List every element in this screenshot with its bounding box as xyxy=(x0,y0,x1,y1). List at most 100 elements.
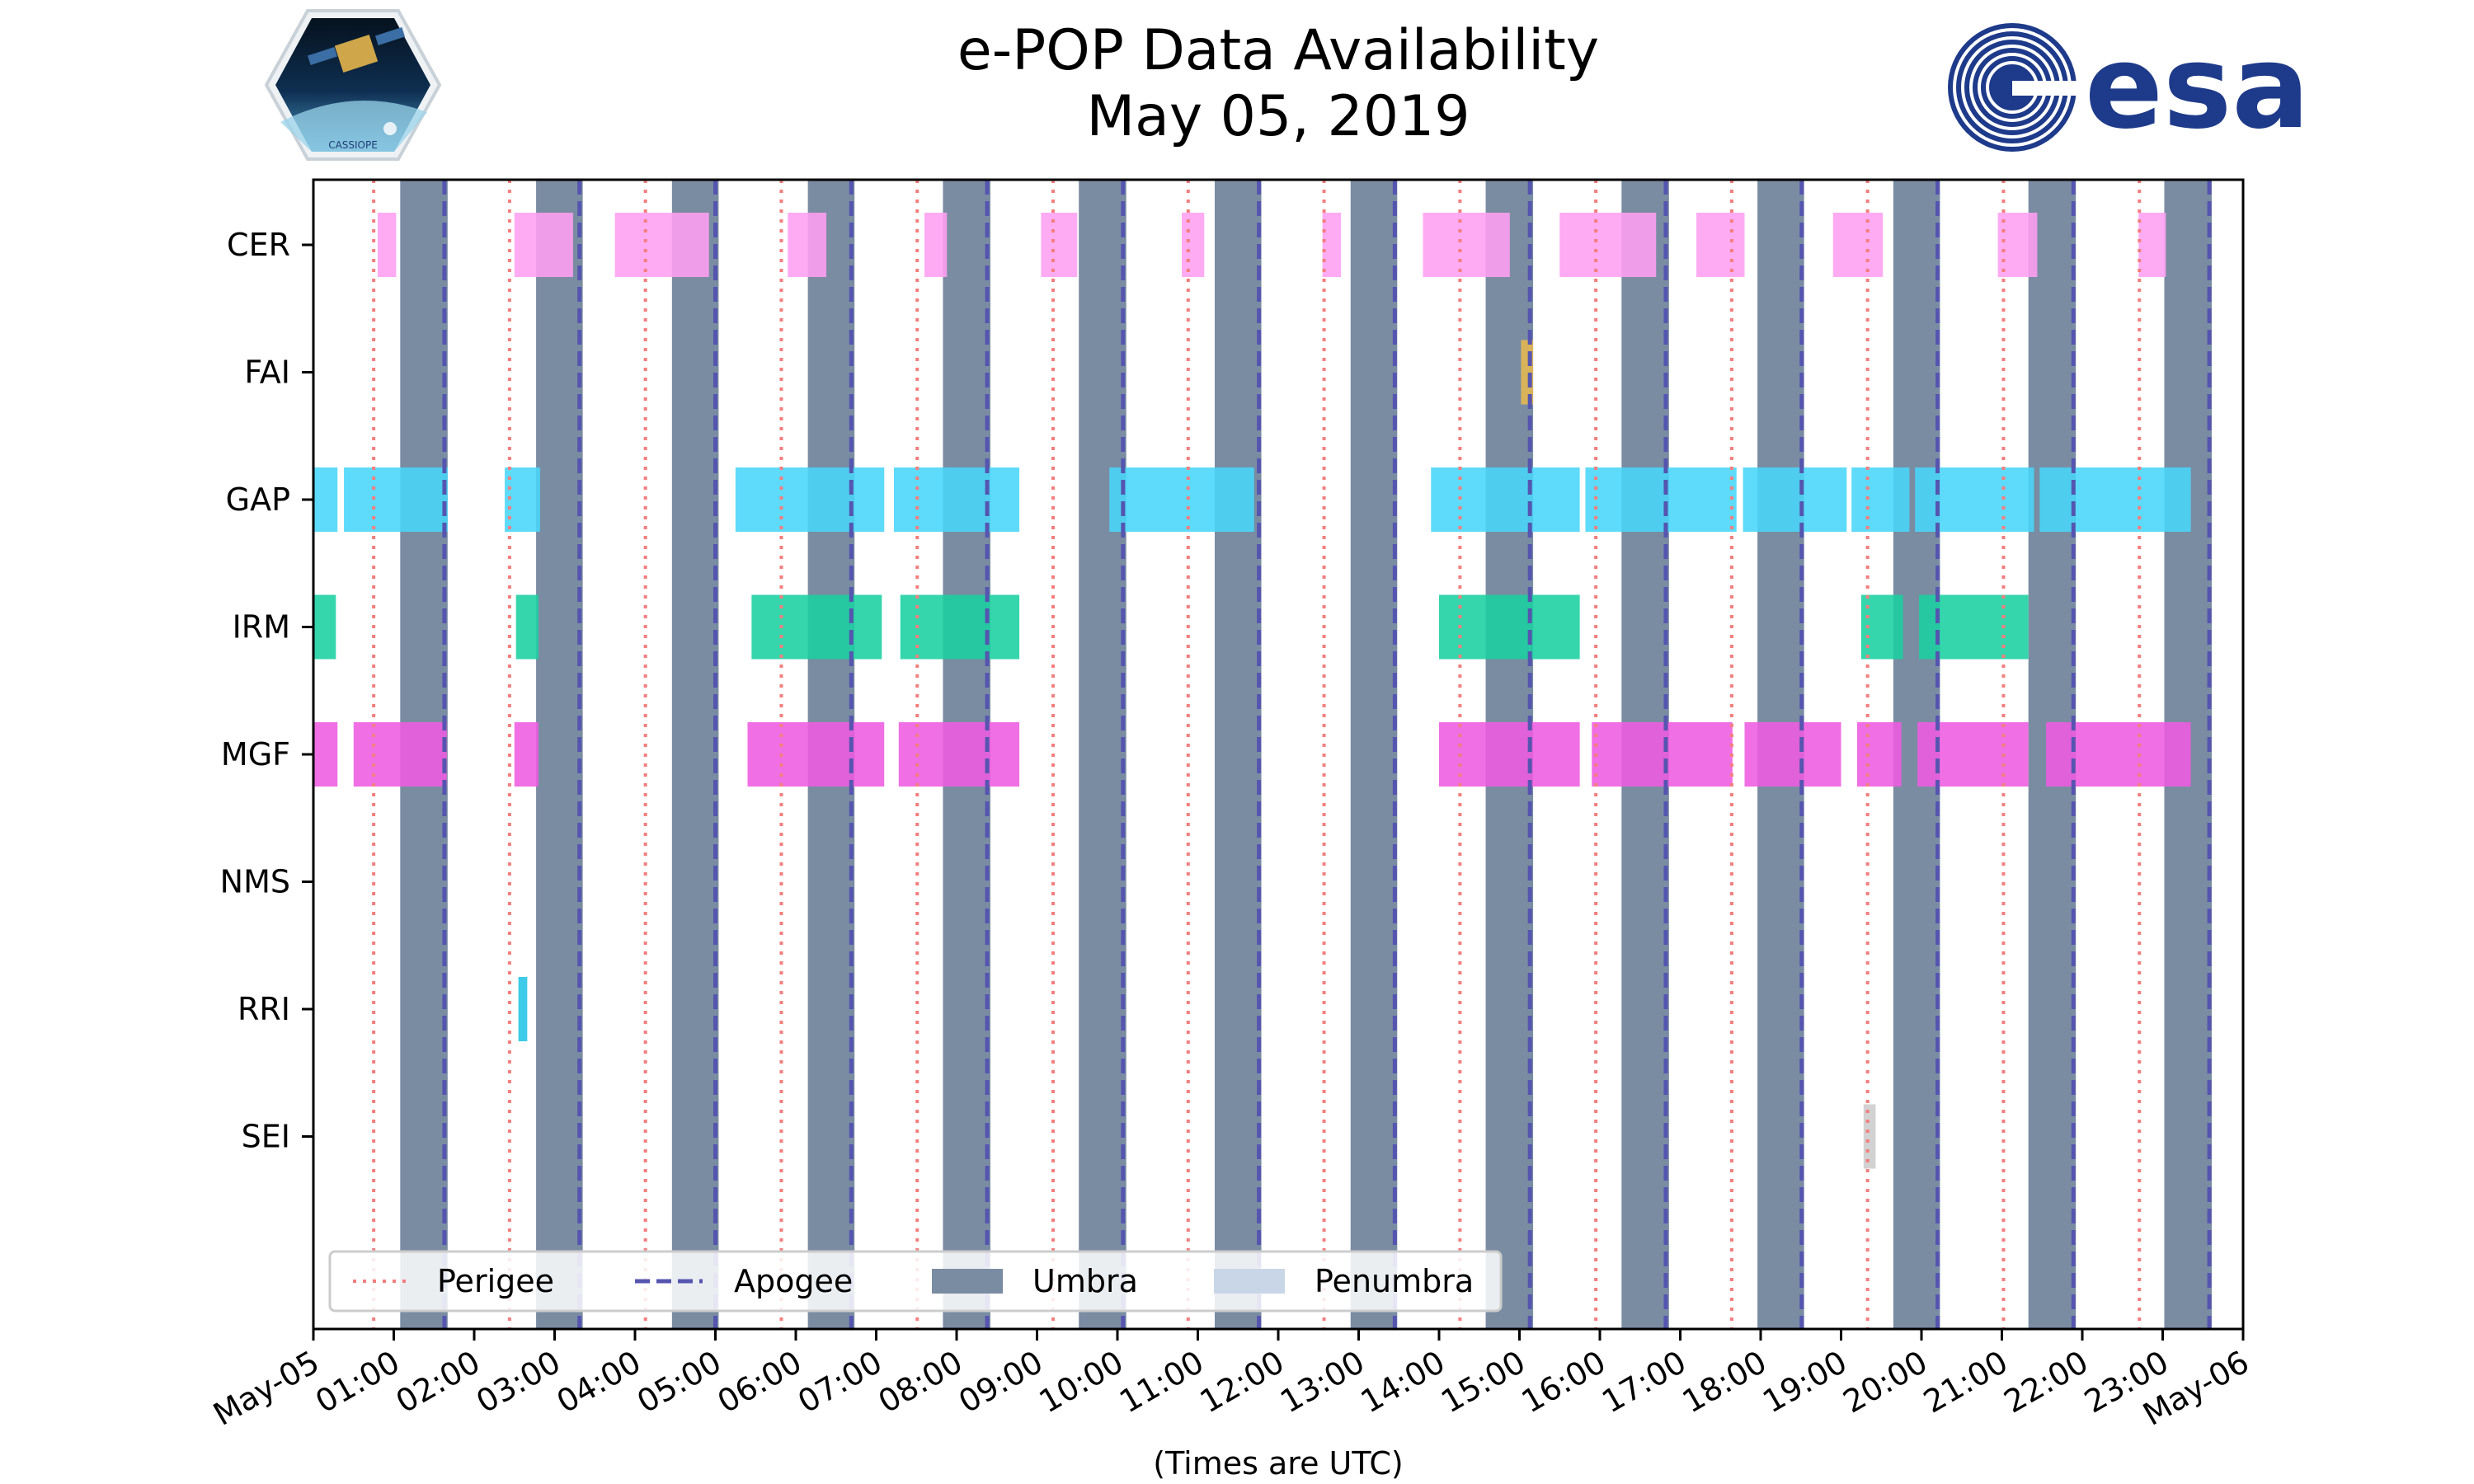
bar-gap xyxy=(735,467,885,532)
bar-mgf xyxy=(353,722,447,787)
bar-mgf xyxy=(1439,722,1580,787)
bar-gap xyxy=(1109,467,1254,532)
x-tick-label: 05:00 xyxy=(631,1344,727,1421)
x-tick-label: 08:00 xyxy=(872,1344,969,1421)
chart-title: e-POP Data Availability May 05, 2019 xyxy=(577,18,1979,150)
esa-logo-swirl-icon xyxy=(1948,23,2080,152)
esa-logo-text: esa xyxy=(2085,21,2309,155)
bar-irm xyxy=(751,594,882,660)
y-tick-label: FAI xyxy=(244,355,290,391)
bar-mgf xyxy=(1857,722,1902,787)
x-tick-label: 09:00 xyxy=(952,1344,1049,1421)
legend-umbra-swatch xyxy=(932,1269,1003,1294)
x-tick-label: 17:00 xyxy=(1596,1344,1692,1421)
bar-cer xyxy=(1182,213,1205,277)
cassiope-logo-text: CASSIOPE xyxy=(328,139,378,151)
bar-gap xyxy=(1915,467,2034,532)
legend-perigee-label: Perigee xyxy=(437,1263,554,1299)
bar-cer xyxy=(1041,213,1078,277)
x-tick-label: 01:00 xyxy=(309,1344,406,1421)
bar-mgf xyxy=(1592,722,1733,787)
bar-cer xyxy=(1322,213,1342,277)
title-line-2: May 05, 2019 xyxy=(1086,84,1470,149)
umbra-band xyxy=(1214,180,1262,1329)
x-tick-label: 04:00 xyxy=(551,1344,647,1421)
x-tick-label: 02:00 xyxy=(390,1344,487,1421)
bar-mgf xyxy=(1744,722,1841,787)
x-tick-label: 21:00 xyxy=(1917,1344,2014,1421)
bar-gap xyxy=(2039,467,2191,532)
bar-mgf xyxy=(514,722,539,787)
bar-cer xyxy=(514,213,573,277)
y-tick-label: NMS xyxy=(220,864,290,900)
legend-umbra-label: Umbra xyxy=(1032,1263,1138,1299)
bar-gap xyxy=(1585,467,1737,532)
bar-cer xyxy=(1423,213,1510,277)
legend-penumbra-swatch xyxy=(1214,1269,1285,1294)
legend-apogee-label: Apogee xyxy=(734,1263,853,1299)
y-tick-label: GAP xyxy=(226,481,290,518)
bar-gap xyxy=(313,467,338,532)
y-axis: CER FAI GAP IRM MGF NMS RRI SEI xyxy=(220,227,313,1155)
y-tick-label: SEI xyxy=(242,1119,290,1155)
bar-cer xyxy=(614,213,709,277)
bar-gap xyxy=(344,467,448,532)
umbra-band xyxy=(1350,180,1398,1329)
x-axis: May-0501:0002:0003:0004:0005:0006:0007:0… xyxy=(207,1329,2255,1433)
esa-logo: esa xyxy=(1946,21,2310,162)
bar-mgf xyxy=(2046,722,2191,787)
x-tick-label: 10:00 xyxy=(1033,1344,1130,1421)
bar-cer xyxy=(924,213,948,277)
x-tick-label: 15:00 xyxy=(1435,1344,1531,1421)
orbit-marker-lines xyxy=(372,180,2212,1329)
bar-irm xyxy=(1919,594,2029,660)
x-tick-label: 06:00 xyxy=(712,1344,808,1421)
bar-sei xyxy=(1863,1104,1876,1169)
bar-cer xyxy=(2138,213,2166,277)
bar-gap xyxy=(1431,467,1580,532)
cassiope-logo: CASSIOPE xyxy=(262,7,444,163)
x-tick-label: 07:00 xyxy=(792,1344,888,1421)
availability-bars xyxy=(313,213,2191,1169)
bar-cer xyxy=(1559,213,1657,277)
x-tick-label: 19:00 xyxy=(1757,1344,1853,1421)
x-tick-label: 14:00 xyxy=(1355,1344,1451,1421)
bar-irm xyxy=(515,594,539,660)
x-tick-label: 03:00 xyxy=(470,1344,567,1421)
umbra-band xyxy=(1079,180,1126,1329)
x-tick-label: 18:00 xyxy=(1677,1344,1773,1421)
x-tick-label: 16:00 xyxy=(1516,1344,1612,1421)
title-line-1: e-POP Data Availability xyxy=(957,18,1600,83)
x-tick-label: 13:00 xyxy=(1274,1344,1371,1421)
x-tick-label: May-05 xyxy=(207,1344,325,1433)
x-tick-label: 12:00 xyxy=(1194,1344,1291,1421)
bar-mgf xyxy=(313,722,338,787)
umbra-band xyxy=(671,180,719,1329)
legend-penumbra-label: Penumbra xyxy=(1315,1263,1474,1299)
bar-mgf xyxy=(1917,722,2029,787)
legend: Perigee Apogee Umbra Penumbra xyxy=(328,1250,1503,1313)
bar-cer xyxy=(1997,213,2038,277)
x-tick-label: 22:00 xyxy=(1998,1344,2095,1421)
bar-gap xyxy=(1743,467,1847,532)
umbra-band xyxy=(536,180,583,1329)
bar-cer xyxy=(1696,213,1745,277)
bar-irm xyxy=(900,594,1020,660)
y-tick-label: IRM xyxy=(233,609,290,646)
legend-box xyxy=(328,1250,1503,1313)
bar-irm xyxy=(313,594,336,660)
bar-irm xyxy=(1439,594,1580,660)
y-tick-label: RRI xyxy=(238,991,290,1027)
x-tick-label: 11:00 xyxy=(1113,1344,1210,1421)
umbra-bands xyxy=(400,180,2212,1329)
x-axis-label: (Times are UTC) xyxy=(1153,1445,1403,1482)
bar-gap xyxy=(1851,467,1910,532)
bar-cer xyxy=(378,213,397,277)
y-tick-label: CER xyxy=(227,227,290,263)
y-tick-label: MGF xyxy=(221,736,290,773)
bar-cer xyxy=(1832,213,1884,277)
bar-mgf xyxy=(747,722,885,787)
x-tick-label: 20:00 xyxy=(1837,1344,1934,1421)
bar-rri xyxy=(518,977,528,1041)
